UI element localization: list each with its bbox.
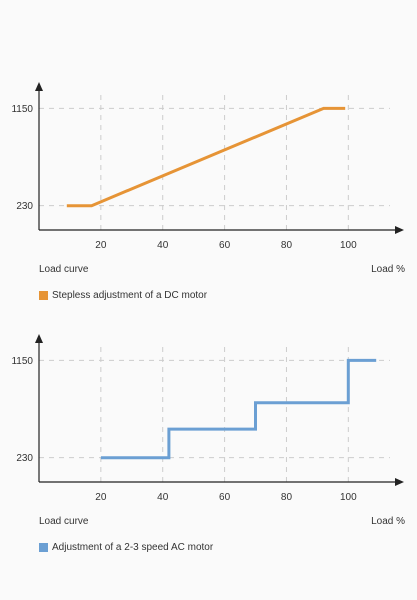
x-tick-label: 100 [340, 240, 357, 251]
legend: Adjustment of a 2-3 speed AC motor [39, 542, 213, 553]
x-tick-label: 80 [281, 492, 293, 503]
y-tick-label: 1150 [11, 104, 33, 115]
series-line [66, 106, 346, 208]
legend: Stepless adjustment of a DC motor [39, 290, 207, 301]
y-axis-caption: Load curve [39, 264, 89, 275]
chart-panel-ac-motor: 20 40 60 80 100 230 1150 Load curve Load % Adj… [0, 322, 417, 562]
x-tick-label: 20 [95, 492, 107, 503]
x-tick-label: 100 [340, 492, 357, 503]
x-tick-label: 40 [157, 492, 169, 503]
legend-label: Stepless adjustment of a DC motor [52, 290, 208, 301]
y-tick-label: 230 [16, 453, 33, 464]
legend-swatch [39, 291, 48, 300]
x-tick-label: 60 [219, 240, 231, 251]
x-axis-arrow [395, 478, 404, 486]
legend-swatch [39, 543, 48, 552]
y-axis-arrow [35, 334, 43, 343]
legend-label: Adjustment of a 2-3 speed AC motor [52, 542, 214, 553]
x-tick-label: 60 [219, 492, 231, 503]
y-axis-caption: Load curve [39, 516, 89, 527]
x-tick-label: 20 [95, 240, 107, 251]
chart-panel-dc-motor: 20 40 60 80 100 230 1150 Load curve Load % Ste… [0, 70, 417, 340]
ac-motor-chart: 20 40 60 80 100 230 1150 [11, 334, 404, 503]
y-tick-label: 230 [16, 201, 33, 212]
y-tick-label: 1150 [11, 356, 33, 367]
x-axis-label: Load % [371, 516, 405, 527]
y-axis-arrow [35, 82, 43, 91]
series-line [100, 358, 377, 460]
x-axis-arrow [395, 226, 404, 234]
x-tick-label: 40 [157, 240, 169, 251]
dc-motor-chart: 20 40 60 80 100 230 1150 [11, 82, 404, 251]
x-axis-label: Load % [371, 264, 405, 275]
x-tick-label: 80 [281, 240, 293, 251]
